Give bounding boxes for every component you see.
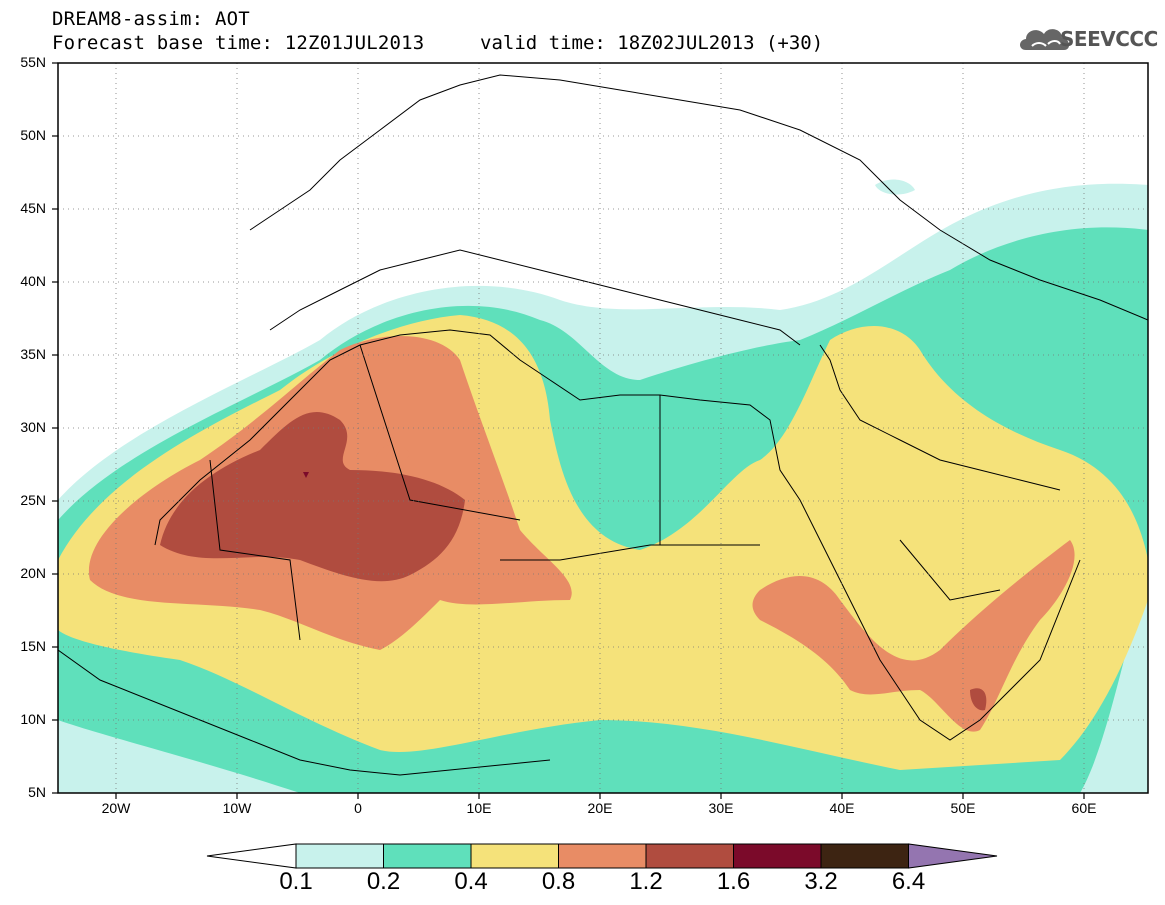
aot-contour-0.1-b bbox=[875, 179, 915, 195]
lon-label-30e: 30E bbox=[708, 800, 734, 816]
lon-label-40e: 40E bbox=[829, 800, 855, 816]
aot-contour-1.2-c bbox=[970, 688, 987, 711]
colorbar bbox=[206, 843, 998, 869]
lon-label-10e: 10E bbox=[466, 800, 492, 816]
lon-label-10w: 10W bbox=[222, 800, 252, 816]
aot-contour-0.8-arabia bbox=[752, 540, 1075, 732]
lat-label-50n: 50N bbox=[20, 127, 46, 143]
colorbar-under-triangle bbox=[206, 843, 297, 869]
coastlines bbox=[58, 74, 1148, 776]
colorbar-label-0.2: 0.2 bbox=[366, 868, 401, 895]
lon-label-50e: 50E bbox=[950, 800, 976, 816]
lat-label-15n: 15N bbox=[20, 638, 46, 654]
colorbar-label-6.4: 6.4 bbox=[891, 868, 926, 895]
colorbar-bin-3 bbox=[470, 843, 559, 869]
cloud-icon bbox=[1020, 29, 1070, 50]
valid-time: valid time: 18Z02JUL2013 (+30) bbox=[480, 32, 824, 54]
colorbar-label-3.2: 3.2 bbox=[804, 868, 838, 895]
colorbar-label-0.1: 0.1 bbox=[279, 868, 313, 895]
colorbar-bin-5 bbox=[645, 843, 734, 869]
colorbar-label-0.8: 0.8 bbox=[541, 868, 576, 895]
lon-label-60e: 60E bbox=[1071, 800, 1097, 816]
colorbar-bin-7 bbox=[820, 843, 909, 869]
map-title: DREAM8-assim: AOT bbox=[52, 8, 250, 30]
colorbar-label-1.2: 1.2 bbox=[629, 868, 663, 895]
lon-label-20e: 20E bbox=[587, 800, 613, 816]
grid bbox=[58, 63, 1148, 793]
lon-label-0: 0 bbox=[354, 800, 362, 816]
lat-label-20n: 20N bbox=[20, 565, 46, 581]
lat-label-40n: 40N bbox=[20, 273, 46, 289]
colorbar-label-0.4: 0.4 bbox=[454, 868, 488, 895]
lon-label-20w: 20W bbox=[101, 800, 131, 816]
logo-text: SEEVCCC bbox=[1060, 27, 1158, 51]
colorbar-bin-2 bbox=[383, 843, 472, 869]
lat-label-5n: 5N bbox=[28, 784, 46, 800]
colorbar-over-triangle bbox=[908, 843, 998, 869]
colorbar-bin-6 bbox=[733, 843, 822, 869]
lat-label-45n: 45N bbox=[20, 200, 46, 216]
colorbar-bin-1 bbox=[295, 843, 384, 869]
aot-contour-1.6 bbox=[303, 472, 309, 478]
axis-ticks bbox=[52, 62, 1085, 799]
lat-label-10n: 10N bbox=[20, 711, 46, 727]
lat-label-25n: 25N bbox=[20, 492, 46, 508]
colorbar-label-1.6: 1.6 bbox=[716, 868, 751, 895]
lat-label-30n: 30N bbox=[20, 419, 46, 435]
lat-label-35n: 35N bbox=[20, 346, 46, 362]
colorbar-bin-4 bbox=[558, 843, 647, 869]
aot-contour-1.2 bbox=[160, 411, 465, 582]
aot-contour-1.2-b bbox=[375, 444, 410, 466]
forecast-base-time: Forecast base time: 12Z01JUL2013 bbox=[52, 32, 425, 54]
lat-label-55n: 55N bbox=[20, 54, 46, 70]
